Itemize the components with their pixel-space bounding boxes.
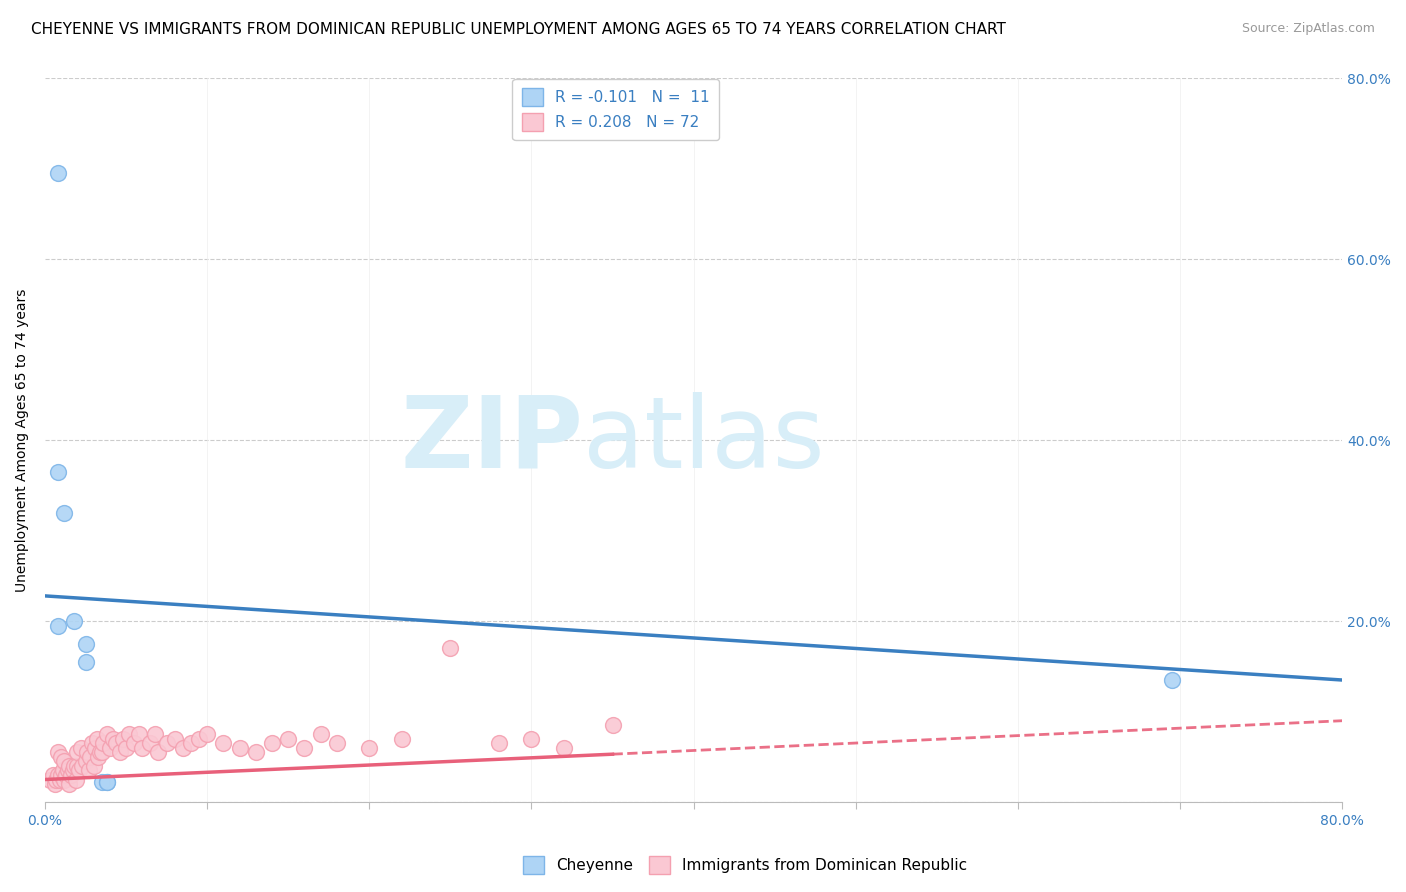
Point: [188, 731, 211, 746]
Point: [131, 740, 153, 755]
Point: [75, 755, 97, 769]
Point: [79, 750, 101, 764]
Point: [439, 641, 461, 656]
Point: [58, 777, 80, 791]
Point: [602, 718, 624, 732]
Point: [44, 777, 66, 791]
Point: [76, 745, 98, 759]
Point: [260, 736, 283, 750]
Y-axis label: Unemployment Among Ages 65 to 74 years: Unemployment Among Ages 65 to 74 years: [15, 289, 30, 592]
Point: [59, 768, 82, 782]
Point: [63, 759, 86, 773]
Point: [48, 772, 70, 787]
Text: atlas: atlas: [583, 392, 825, 489]
Point: [115, 740, 138, 755]
Text: Source: ZipAtlas.com: Source: ZipAtlas.com: [1241, 22, 1375, 36]
Point: [53, 755, 76, 769]
Text: CHEYENNE VS IMMIGRANTS FROM DOMINICAN REPUBLIC UNEMPLOYMENT AMONG AGES 65 TO 74 : CHEYENNE VS IMMIGRANTS FROM DOMINICAN RE…: [31, 22, 1005, 37]
Point: [228, 740, 250, 755]
Point: [553, 740, 575, 755]
Point: [83, 759, 105, 773]
Point: [58, 759, 80, 773]
Point: [245, 745, 267, 759]
Point: [143, 727, 166, 741]
Point: [101, 731, 124, 746]
Point: [75, 637, 97, 651]
Point: [93, 736, 115, 750]
Point: [96, 775, 118, 789]
Point: [163, 731, 186, 746]
Point: [1161, 673, 1184, 687]
Point: [52, 764, 75, 778]
Point: [326, 736, 349, 750]
Point: [118, 727, 141, 741]
Legend: Cheyenne, Immigrants from Dominican Republic: Cheyenne, Immigrants from Dominican Repu…: [517, 850, 973, 880]
Point: [359, 740, 381, 755]
Point: [108, 745, 131, 759]
Point: [391, 731, 413, 746]
Point: [155, 736, 177, 750]
Point: [66, 759, 89, 773]
Point: [180, 736, 202, 750]
Point: [488, 736, 510, 750]
Point: [46, 166, 69, 180]
Point: [172, 740, 194, 755]
Point: [38, 772, 60, 787]
Point: [105, 736, 128, 750]
Point: [53, 772, 76, 787]
Point: [520, 731, 543, 746]
Point: [65, 772, 87, 787]
Point: [277, 731, 299, 746]
Point: [69, 740, 91, 755]
Point: [148, 745, 170, 759]
Legend: R = -0.101   N =  11, R = 0.208   N = 72: R = -0.101 N = 11, R = 0.208 N = 72: [513, 78, 718, 140]
Point: [84, 740, 107, 755]
Point: [75, 655, 97, 669]
Point: [139, 736, 162, 750]
Point: [90, 775, 112, 789]
Point: [51, 768, 73, 782]
Point: [294, 740, 316, 755]
Point: [212, 736, 235, 750]
Point: [66, 745, 89, 759]
Point: [96, 727, 118, 741]
Point: [45, 772, 67, 787]
Point: [96, 775, 118, 789]
Point: [56, 764, 79, 778]
Point: [46, 465, 69, 479]
Point: [51, 750, 73, 764]
Point: [128, 727, 150, 741]
Point: [46, 745, 69, 759]
Point: [55, 768, 77, 782]
Point: [63, 614, 86, 628]
Point: [42, 768, 65, 782]
Point: [62, 764, 84, 778]
Point: [46, 768, 69, 782]
Point: [67, 764, 90, 778]
Point: [89, 745, 111, 759]
Point: [122, 736, 145, 750]
Point: [72, 759, 94, 773]
Point: [195, 727, 218, 741]
Point: [46, 619, 69, 633]
Point: [309, 727, 332, 741]
Text: ZIP: ZIP: [401, 392, 583, 489]
Point: [80, 736, 103, 750]
Point: [53, 506, 76, 520]
Point: [87, 750, 110, 764]
Point: [86, 731, 108, 746]
Point: [90, 745, 112, 759]
Point: [77, 764, 100, 778]
Point: [111, 731, 134, 746]
Point: [98, 740, 121, 755]
